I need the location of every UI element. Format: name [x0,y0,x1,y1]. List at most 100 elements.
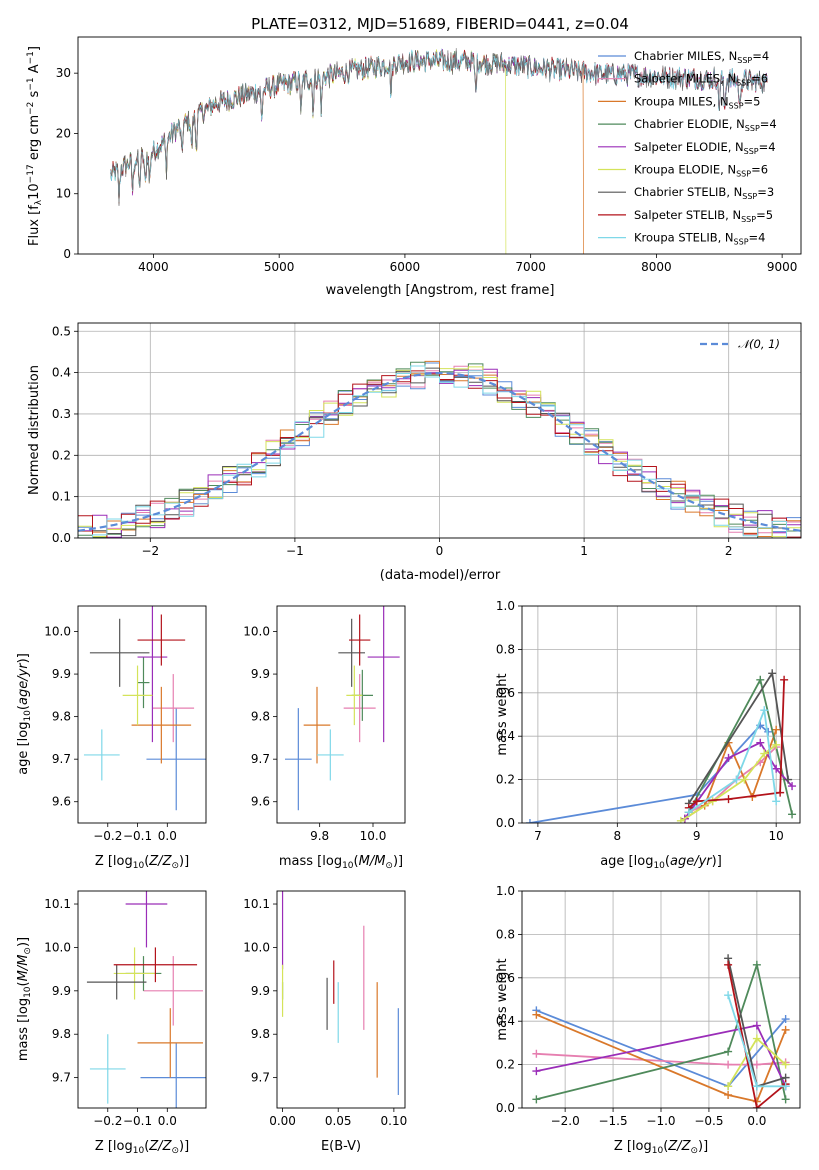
errorbar-salpeter-miles [152,674,195,743]
y-tick-label: 9.9 [52,667,71,681]
legend-text: Chabrier ELODIE, N [634,117,745,131]
legend-value: =4 [752,49,769,63]
y-tick-label: 0.8 [496,642,515,656]
legend-sub: SSP [737,56,752,65]
x-tick-label: 6000 [390,260,421,274]
x-tick-label: 1 [580,544,588,558]
legend-text: Kroupa ELODIE, N [634,163,736,177]
series-marker [784,775,793,784]
y-tick-label: 9.8 [52,710,71,724]
label-arg: Z/Z [667,1139,691,1154]
legend-text: Kroupa MILES, N [634,94,729,108]
x-tick-label: 10.0 [360,829,387,843]
label-part: ( [354,854,359,869]
series-marker [724,1082,733,1091]
legend-value: =4 [759,140,776,154]
x-axis-label: Z [log10(Z/Z⊙)] [95,1139,189,1156]
y-tick-label: 0.0 [496,1101,515,1115]
label-part: s [27,90,42,101]
errorbar-chabrier-miles [285,708,312,811]
y-tick-label: 10.1 [44,897,71,911]
axes-frame [77,36,802,255]
label-sub: 10 [653,861,665,871]
errorbar-kroupa-elodie [346,665,363,726]
label-part: )] [393,854,403,869]
x-tick-label: −1.0 [646,1114,675,1128]
x-tick-label: −2.0 [551,1114,580,1128]
legend-label-salpeter-miles: Salpeter MILES, NSSP=6 [634,72,768,88]
label-arg: age/yr [670,854,713,869]
label-part: erg cm [27,115,42,164]
x-tick-label: −0.5 [694,1114,723,1128]
y-axis-label: age [log10(age/yr)] [16,653,33,775]
series-marker [732,775,741,784]
legend-sub: SSP [729,101,744,110]
x-axis-label: (data-model)/error [380,568,501,583]
series-chabrier-elodie [532,960,790,1104]
label-part: )] [712,854,722,869]
series-marker [768,669,777,678]
legend-label-chabrier-miles: Chabrier MILES, NSSP=4 [634,49,769,65]
errorbar-kroupa-stelib [317,729,344,781]
y-tick-label: 0.4 [496,1014,515,1028]
x-tick-label: 0.05 [325,1114,352,1128]
label-sub: 10 [652,1146,664,1156]
series-marker [532,1049,541,1058]
label-part: Z [log [95,854,133,869]
y-tick-label: 9.8 [251,1027,270,1041]
series-marker [788,782,797,791]
errorbar-kroupa-stelib [83,729,120,781]
y-tick-label: 9.9 [251,667,270,681]
series-marker [772,725,781,734]
axes-frame [276,605,406,824]
label-arg: M/M [359,854,386,869]
legend-label-salpeter-stelib: Salpeter STELIB, NSSP=5 [634,208,773,224]
legend-sub: SSP [744,147,759,156]
axes-frame [521,605,801,824]
legend-text: Kroupa STELIB, N [634,231,734,245]
errorbar-chabrier-stelib [338,618,365,687]
y-tick-label: 30 [56,66,71,80]
panel-residual-hist: −2 −1 0 1 2 0.0 0.1 0.2 0.3 0.4 0.5 𝒩(0, 1) (data-mo… [27,322,802,583]
x-axis-label: Z [log10(Z/Z⊙)] [95,854,189,871]
series-marker [724,991,733,1000]
x-tick-label: −2 [141,544,159,558]
plot-area [110,48,768,254]
plot-area [522,606,800,823]
y-tick-label: 0.4 [496,729,515,743]
x-tick-label: −0.2 [93,1114,122,1128]
label-part: age [log [600,854,653,869]
series-marker [724,753,733,762]
series-kroupa-elodie [676,740,781,823]
series-marker [776,788,785,797]
series-marker [708,797,717,806]
y-axis-label: Flux [fλ10−17 erg cm−2 s−1 A−1] [26,46,44,246]
series-line [529,724,769,823]
y-tick-label: 10.0 [44,940,71,954]
series-salpeter-stelib [684,675,789,812]
x-tick-label: 7000 [515,260,546,274]
plot-area [86,891,206,1108]
y-tick-label: 9.6 [52,795,71,809]
plot-area [285,606,400,811]
axes-frame [77,605,207,824]
label-sub: ⊙ [171,861,179,871]
errorbar-salpeter-elodie [137,606,168,743]
normal-reference-curve [78,372,801,532]
x-tick-label: 0.0 [747,1114,766,1128]
series-marker [752,960,761,969]
plot-area [281,891,399,1095]
legend-label-kroupa-elodie: Kroupa ELODIE, NSSP=6 [634,163,768,179]
y-tick-label: 0.5 [52,324,71,338]
x-tick-label: −1 [286,544,304,558]
series-marker [781,1025,790,1034]
y-axis-label: mass weight [495,958,510,1040]
label-part: −17 [26,164,36,183]
y-tick-label: 0.6 [496,971,515,985]
label-part: )] [16,937,31,947]
series-line [688,706,778,813]
series-marker [760,706,769,715]
label-sub: 10 [133,1146,145,1156]
errorbar-kroupa-miles [303,686,331,764]
label-part: age [log [16,722,31,775]
